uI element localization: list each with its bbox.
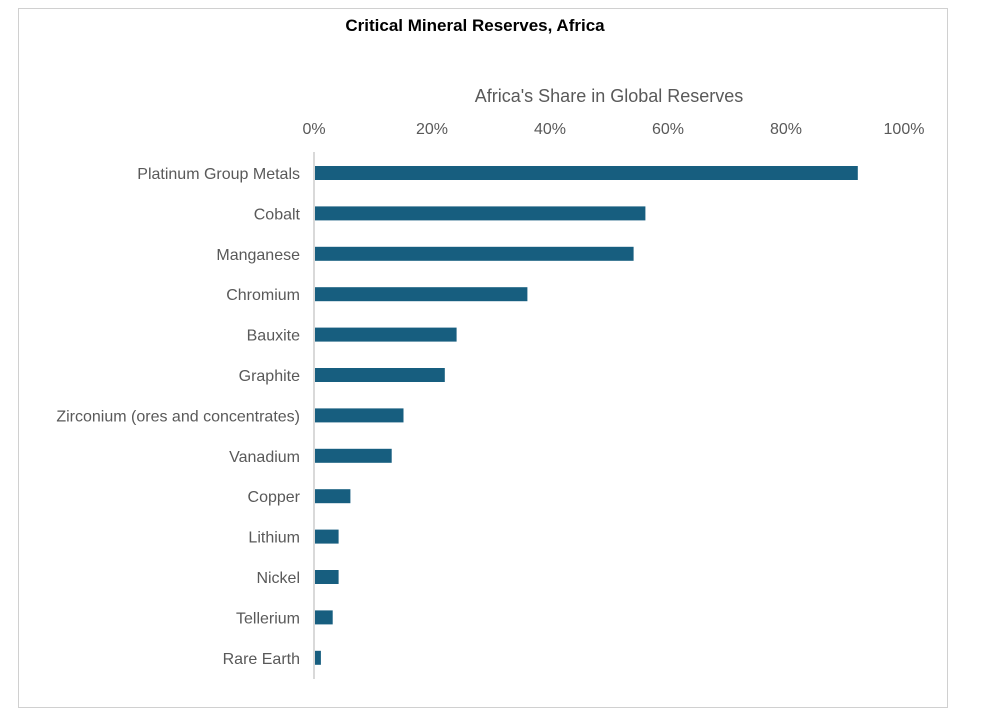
category-label: Cobalt: [254, 206, 301, 223]
bar: [315, 166, 858, 180]
category-label: Platinum Group Metals: [137, 166, 300, 183]
category-label: Vanadium: [229, 449, 300, 466]
category-label: Graphite: [239, 368, 300, 385]
category-label: Nickel: [256, 570, 300, 587]
bar: [315, 650, 321, 665]
category-label: Bauxite: [247, 328, 300, 345]
bar: [315, 448, 392, 463]
bar: [315, 489, 351, 504]
bar: [315, 529, 339, 544]
category-label: Zirconium (ores and concentrates): [56, 408, 300, 425]
x-tick-label: 80%: [770, 121, 802, 138]
x-axis-title: Africa's Share in Global Reserves: [475, 86, 744, 106]
category-label: Lithium: [248, 530, 300, 547]
x-tick-label: 60%: [652, 121, 684, 138]
category-label: Rare Earth: [223, 651, 300, 668]
category-label: Tellerium: [236, 610, 300, 627]
category-label: Chromium: [226, 287, 300, 304]
bar: [315, 408, 404, 423]
x-tick-label: 100%: [884, 121, 925, 138]
chart-frame: [18, 8, 948, 708]
category-label: Copper: [248, 489, 301, 506]
category-label: Manganese: [216, 247, 300, 264]
bar: [315, 287, 528, 302]
x-tick-label: 40%: [534, 121, 566, 138]
bar: [315, 246, 634, 261]
bar: [315, 570, 339, 584]
bar: [315, 610, 333, 625]
x-tick-label: 20%: [416, 121, 448, 138]
bar: [315, 368, 445, 382]
bar: [315, 327, 457, 342]
bar: [315, 206, 646, 221]
x-tick-label: 0%: [302, 121, 325, 138]
chart-title: Critical Mineral Reserves, Africa: [345, 16, 605, 35]
